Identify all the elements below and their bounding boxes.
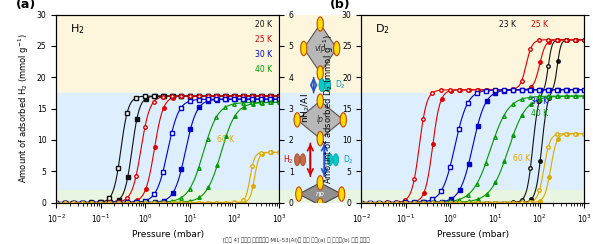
Text: 23 K: 23 K (499, 20, 517, 29)
Circle shape (317, 66, 323, 80)
X-axis label: Pressure (mbar): Pressure (mbar) (436, 230, 509, 239)
Text: 20 K: 20 K (256, 20, 272, 29)
Text: D$_2$: D$_2$ (335, 79, 346, 91)
Circle shape (333, 41, 340, 56)
Circle shape (317, 176, 323, 190)
Polygon shape (299, 183, 342, 205)
Text: 30 K: 30 K (255, 50, 272, 59)
Circle shape (294, 113, 300, 127)
Text: H$_2$: H$_2$ (70, 22, 84, 36)
Bar (361, 15, 584, 93)
Circle shape (301, 41, 307, 56)
Text: 25 K: 25 K (531, 20, 548, 29)
Circle shape (300, 154, 305, 166)
Circle shape (327, 154, 333, 166)
Text: 30 K: 30 K (531, 97, 548, 106)
Circle shape (295, 154, 300, 166)
Y-axis label: Amount of adsorbed D$_2$ (mmol g$^{-1}$): Amount of adsorbed D$_2$ (mmol g$^{-1}$) (322, 34, 336, 183)
Bar (279, 93, 361, 190)
Bar (361, 190, 584, 203)
Circle shape (340, 113, 346, 127)
Text: lp: lp (317, 115, 324, 124)
Text: 40 K: 40 K (531, 109, 548, 118)
Circle shape (317, 198, 323, 213)
Text: (b): (b) (330, 0, 351, 11)
Y-axis label: nH$_2$/Al: nH$_2$/Al (299, 94, 312, 123)
Text: 60 K: 60 K (216, 135, 234, 144)
Circle shape (296, 187, 302, 201)
Text: [그림 4] 다양한 온도에서의 MIL-53(Al)에 대한 수소(a) 및 중수소(b) 흡착 등온선: [그림 4] 다양한 온도에서의 MIL-53(Al)에 대한 수소(a) 및 … (223, 237, 370, 243)
Text: H$_2$: H$_2$ (283, 153, 294, 166)
Text: D$_2$: D$_2$ (375, 22, 390, 36)
Bar (361, 93, 584, 190)
Circle shape (339, 187, 345, 201)
Text: 60 K: 60 K (513, 154, 530, 163)
Circle shape (317, 17, 323, 31)
Text: D$_2$: D$_2$ (343, 153, 354, 166)
Text: (a): (a) (16, 0, 37, 11)
Text: vlp: vlp (314, 44, 326, 53)
X-axis label: Pressure (mbar): Pressure (mbar) (132, 230, 204, 239)
Circle shape (319, 79, 325, 92)
Bar (279, 15, 361, 93)
Text: np: np (315, 191, 325, 197)
Polygon shape (297, 101, 343, 139)
Bar (56, 15, 279, 93)
Y-axis label: Amount of adsorbed H$_2$ (mmol g$^{-1}$): Amount of adsorbed H$_2$ (mmol g$^{-1}$) (17, 34, 31, 183)
Text: 40 K: 40 K (255, 65, 272, 74)
Circle shape (317, 132, 323, 146)
Circle shape (317, 94, 323, 108)
Circle shape (325, 79, 330, 92)
Polygon shape (304, 24, 337, 73)
Bar (56, 190, 279, 203)
Bar (56, 93, 279, 190)
Circle shape (333, 154, 339, 166)
Text: 25 K: 25 K (256, 35, 272, 44)
Bar (279, 190, 361, 203)
